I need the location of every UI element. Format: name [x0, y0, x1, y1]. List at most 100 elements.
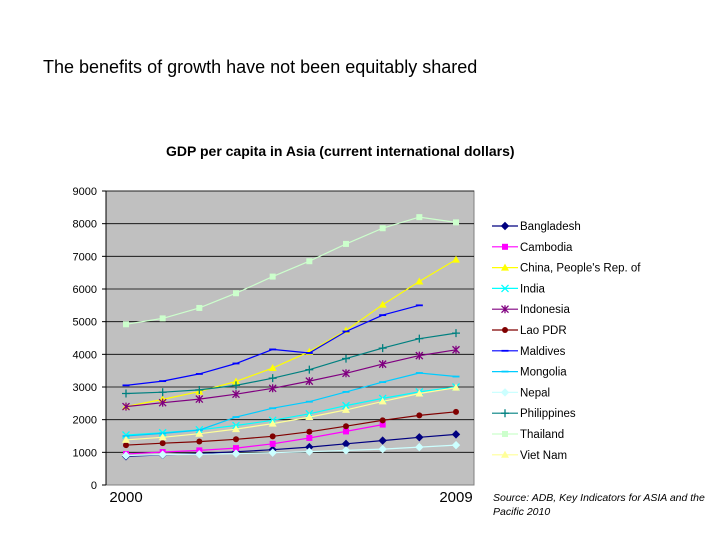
y-tick-label: 6000 [73, 284, 97, 296]
series-indonesia [122, 345, 460, 411]
point-marker [378, 360, 387, 369]
series-line [125, 349, 457, 408]
legend-item: Cambodia [492, 242, 573, 254]
x-tick-label: 2009 [439, 489, 472, 506]
legend-label: Maldives [520, 346, 566, 358]
legend-label: Mongolia [520, 367, 567, 379]
legend-label: Viet Nam [520, 450, 567, 462]
point-marker [158, 398, 167, 407]
point-marker [268, 364, 277, 372]
point-marker [232, 377, 240, 385]
point-marker [415, 334, 424, 343]
point-marker [122, 389, 130, 398]
point-marker [232, 381, 240, 390]
point-marker [343, 240, 349, 247]
point-marker [501, 450, 509, 458]
point-marker [305, 447, 314, 456]
point-marker [378, 397, 387, 405]
series-line [125, 372, 457, 437]
legend-item: Nepal [492, 387, 550, 399]
point-marker [305, 413, 314, 421]
point-marker [196, 304, 203, 311]
legend-label: Nepal [520, 387, 550, 399]
point-marker [268, 384, 277, 393]
point-marker [122, 402, 130, 411]
point-marker [195, 395, 204, 404]
point-marker [122, 431, 130, 439]
point-marker [415, 433, 424, 442]
point-marker [415, 389, 424, 397]
series-line [125, 424, 383, 455]
point-marker [342, 354, 350, 363]
legend-label: India [520, 283, 546, 295]
point-marker [341, 446, 351, 455]
point-marker [451, 440, 461, 450]
point-marker [501, 263, 509, 271]
y-tick-label: 0 [91, 480, 97, 492]
series-line [125, 411, 457, 446]
point-marker [415, 351, 424, 360]
point-marker [123, 321, 129, 328]
point-marker [305, 377, 314, 386]
slide-title: The benefits of growth have not been equ… [43, 57, 478, 77]
point-marker [159, 315, 166, 322]
point-marker [159, 440, 166, 447]
point-marker [452, 383, 460, 391]
series-lao-pdr [123, 408, 459, 449]
legend-label: Thailand [520, 429, 564, 441]
point-marker [232, 425, 240, 433]
point-marker [501, 284, 509, 293]
series-nepal [121, 440, 461, 460]
point-marker [306, 428, 313, 435]
plot-background [105, 190, 475, 486]
series-line [125, 332, 457, 395]
point-marker [268, 374, 277, 383]
legend-label: Lao PDR [520, 325, 567, 337]
point-marker [233, 290, 239, 297]
point-marker [306, 434, 313, 441]
point-marker [378, 344, 387, 353]
point-marker [269, 433, 276, 440]
point-marker [342, 401, 350, 410]
point-marker [452, 255, 460, 263]
point-marker [343, 428, 349, 435]
point-marker [195, 385, 204, 394]
legend-item: Philippines [492, 408, 576, 420]
point-marker [378, 300, 387, 308]
point-marker [342, 405, 350, 413]
point-marker [158, 388, 167, 397]
legend-label: Bangladesh [520, 221, 581, 233]
point-marker [233, 436, 239, 443]
series-line [125, 216, 457, 325]
legend-item: Mongolia [492, 367, 567, 379]
point-marker [501, 305, 509, 314]
point-marker [502, 431, 508, 437]
legend-item: India [492, 283, 546, 295]
point-marker [378, 436, 387, 445]
y-tick-label: 9000 [73, 186, 97, 198]
point-marker [452, 329, 460, 338]
point-marker [415, 442, 424, 452]
chart-title: GDP per capita in Asia (current internat… [166, 143, 515, 159]
point-marker [231, 449, 241, 458]
legend-label: Philippines [520, 408, 576, 420]
point-marker [500, 388, 510, 397]
point-marker [378, 444, 387, 454]
y-tick-label: 7000 [73, 251, 97, 263]
point-marker [501, 409, 509, 418]
point-marker [343, 423, 349, 430]
legend-item: Maldives [492, 346, 566, 358]
point-marker [416, 214, 423, 221]
point-marker [196, 438, 203, 445]
point-marker [268, 448, 277, 457]
legend-label: Indonesia [520, 304, 570, 316]
series-line [125, 444, 457, 457]
x-tick-label: 2000 [109, 489, 142, 506]
legend-label: China, People's Rep. of [520, 263, 641, 275]
point-marker [416, 412, 423, 419]
y-tick-label: 4000 [73, 349, 97, 361]
series-viet-nam [122, 383, 460, 443]
point-marker [158, 450, 167, 459]
point-marker [123, 442, 129, 449]
